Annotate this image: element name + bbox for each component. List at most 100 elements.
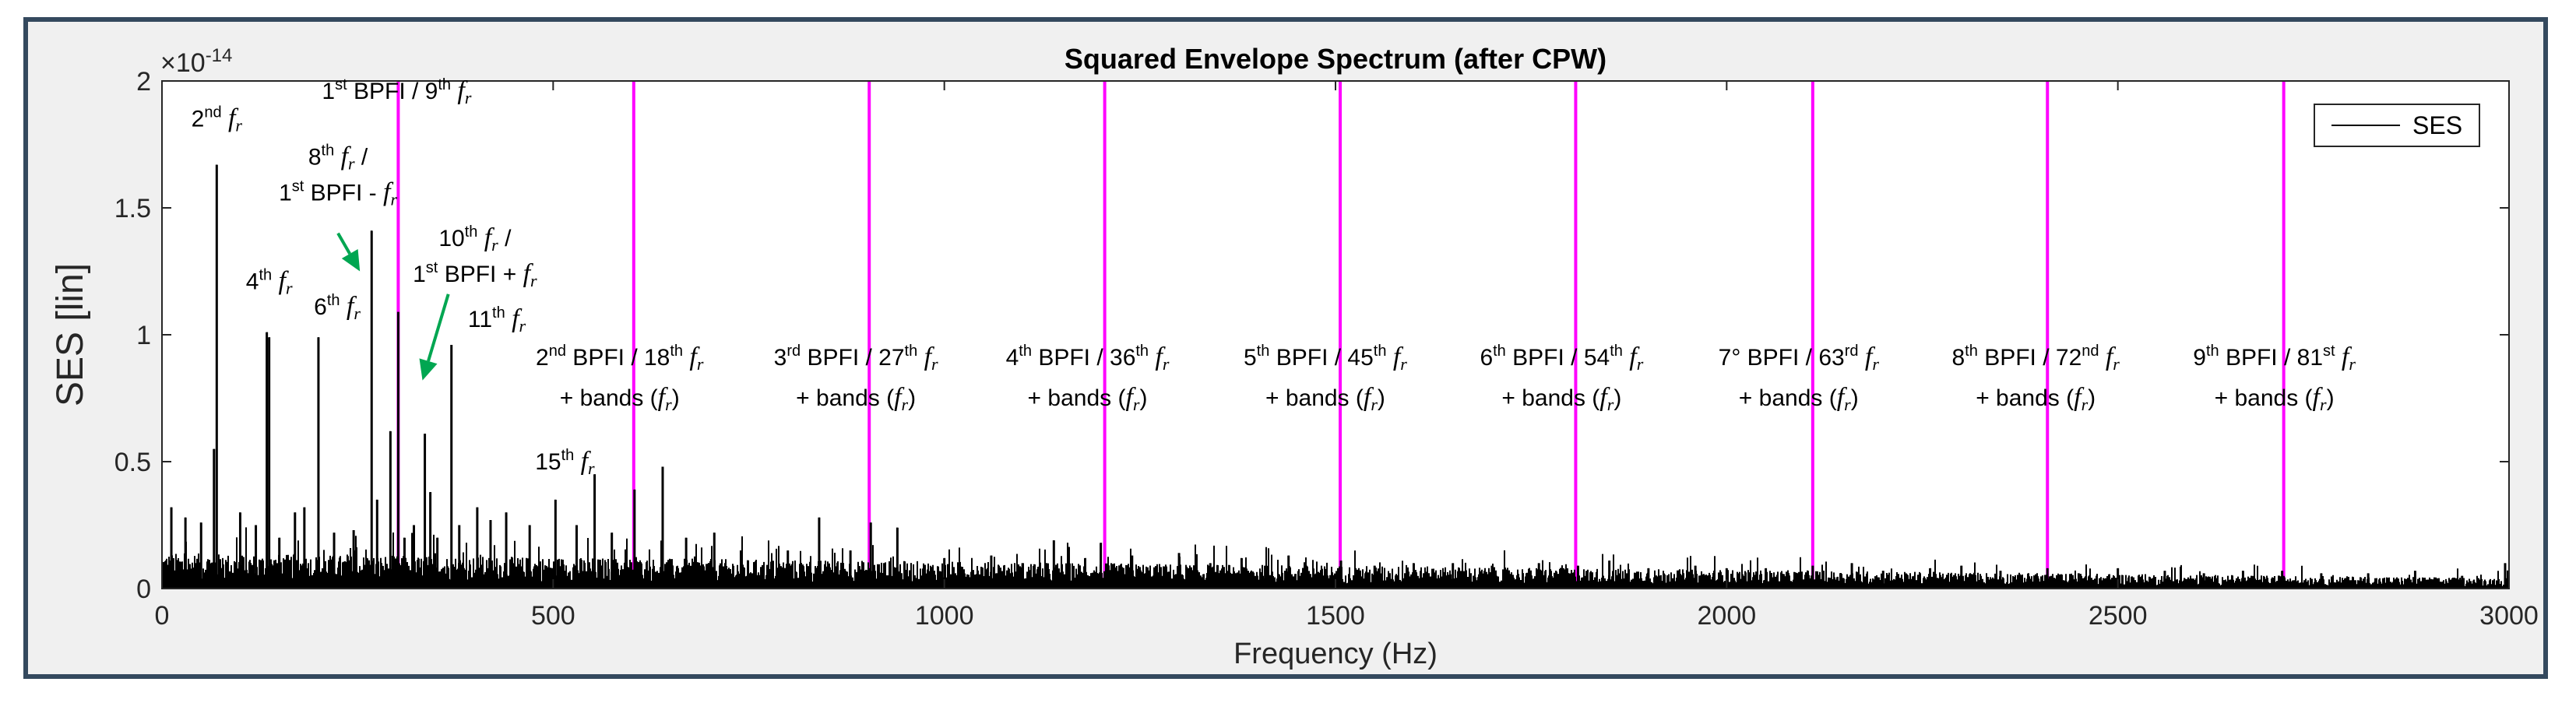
annotation-segment: th	[259, 266, 272, 283]
annotation-segment: BPFI / 45	[1269, 345, 1373, 371]
annotation-segment: 2	[192, 107, 205, 132]
annotation-segment: th	[327, 292, 340, 309]
annotation-segment: 6	[314, 294, 327, 320]
x-tick-label: 1500	[1306, 601, 1365, 631]
y-axis-exponent: ×10-14	[160, 45, 232, 79]
plot-area	[162, 81, 2509, 589]
annotation-segment: r	[530, 271, 537, 290]
annotation-segment: th	[438, 76, 451, 93]
y-tick-label: 1.5	[114, 194, 151, 223]
annotation-segment: 11	[468, 307, 492, 332]
annotation-segment	[272, 269, 278, 294]
legend-label: SES	[2412, 111, 2462, 139]
annotation-segment: nd	[549, 343, 566, 360]
annotation-segment: r	[2349, 354, 2356, 374]
annotation-segment: BPFI / 72	[1978, 345, 2082, 371]
ses-chart: 0 500 1000 1500 2000 2500 3000 0 0.5 1 1.5 2 Square…	[28, 22, 2543, 674]
annotation-segment: rd	[1845, 343, 1859, 360]
arrow-shaft-2	[427, 293, 450, 362]
y-tick-label: 1	[136, 321, 151, 350]
axis-ticks: 0 500 1000 1500 2000 2500 3000 0 0.5 1 1.5 2	[114, 67, 2539, 631]
annotation-segment: r	[1637, 354, 1644, 374]
y-exponent-power: -14	[206, 45, 233, 66]
annotation-segment: r	[491, 235, 498, 255]
annotation-segment: th	[492, 304, 505, 322]
annotation-segment: r	[2113, 354, 2120, 374]
annotation-5: 6th fr	[314, 292, 361, 323]
annotation-segment	[2335, 345, 2342, 371]
annotation-segment: nd	[204, 104, 221, 121]
annotation-segment: + bands (	[1976, 385, 2074, 411]
annotation-4: 4th fr	[246, 266, 293, 297]
annotation-segment: th	[322, 142, 335, 160]
annotation-segment	[1386, 345, 1392, 371]
annotation-segment: )	[672, 385, 680, 411]
annotation-11: 4th BPFI / 36th fr + bands (fr)	[1006, 343, 1170, 414]
annotation-segment: BPFI / 9	[347, 79, 438, 104]
annotation-3: 8th fr /1st BPFI - fr	[279, 142, 397, 209]
annotation-segment: BPFI / 36	[1032, 345, 1135, 371]
annotation-segment: th	[670, 343, 683, 360]
annotation-segment: r	[1400, 354, 1407, 374]
annotation-segment: r	[390, 190, 397, 209]
annotation-segment: 4	[246, 269, 259, 294]
annotation-segment: + bands (	[1501, 385, 1599, 411]
bpfi-lines	[396, 81, 2286, 589]
annotation-segment: r	[697, 354, 704, 374]
annotation-segment: )	[2327, 385, 2335, 411]
x-tick-label: 2500	[2089, 601, 2148, 631]
annotation-segment: 10	[438, 226, 464, 251]
x-axis-label: Frequency (Hz)	[1233, 638, 1438, 670]
legend: SES	[2314, 104, 2480, 147]
annotation-segment: + bands (	[560, 385, 658, 411]
annotation-segment: r	[902, 395, 909, 414]
annotation-segment: BPFI / 27	[801, 345, 904, 371]
annotation-segment	[451, 79, 457, 104]
annotation-segment: th	[905, 343, 918, 360]
annotation-segment: r	[1133, 395, 1140, 414]
arrow-head-2	[419, 358, 438, 381]
annotation-segment: th	[2206, 343, 2219, 360]
annotation-segment: + bands (	[1265, 385, 1364, 411]
y-exponent-base: ×10	[160, 48, 206, 78]
y-tick-label: 0	[136, 575, 151, 604]
annotation-segment	[574, 449, 580, 475]
annotation-segment: r	[354, 304, 361, 323]
annotation-2: 1st BPFI / 9th fr	[322, 76, 471, 107]
annotation-segment: r	[1844, 395, 1851, 414]
chart-title: Squared Envelope Spectrum (after CPW)	[1065, 43, 1606, 75]
annotation-segment: r	[1607, 395, 1614, 414]
annotation-segment: 15	[535, 449, 561, 475]
annotation-segment: st	[426, 259, 438, 276]
annotation-segment: th	[1610, 343, 1623, 360]
annotation-segment: 6	[1480, 345, 1493, 371]
annotation-7: 11th fr	[468, 304, 526, 336]
annotation-segment: + bands (	[1028, 385, 1126, 411]
annotation-segment: th	[1493, 343, 1506, 360]
arrow-shaft-1	[336, 232, 351, 255]
y-tick-label: 2	[136, 67, 151, 97]
annotation-segment: )	[1851, 385, 1859, 411]
x-tick-label: 500	[531, 601, 575, 631]
annotation-segment	[917, 345, 924, 371]
annotation-16: 9th BPFI / 81st fr + bands (fr)	[2193, 343, 2356, 414]
x-tick-label: 1000	[915, 601, 974, 631]
annotation-segment: th	[1257, 343, 1270, 360]
annotation-segment: r	[1371, 395, 1378, 414]
annotation-segment: r	[931, 354, 938, 374]
x-tick-label: 3000	[2479, 601, 2539, 631]
annotation-segment: r	[348, 154, 355, 174]
annotation-segment: r	[235, 116, 242, 135]
annotation-10: 3rd BPFI / 27th fr + bands (fr)	[774, 343, 938, 414]
annotation-segment: )	[2088, 385, 2096, 411]
annotation-segment	[1623, 345, 1629, 371]
x-tick-label: 2000	[1698, 601, 1757, 631]
annotation-segment	[1149, 345, 1155, 371]
annotation-segment: 8	[1951, 345, 1965, 371]
annotation-segment: th	[465, 223, 478, 241]
annotation-segment: + bands (	[2215, 385, 2313, 411]
annotation-13: 6th BPFI / 54th fr + bands (fr)	[1480, 343, 1643, 414]
annotation-segment: 8	[308, 145, 322, 170]
annotation-segment: th	[1135, 343, 1149, 360]
annotation-segment: BPFI / 54	[1506, 345, 1610, 371]
